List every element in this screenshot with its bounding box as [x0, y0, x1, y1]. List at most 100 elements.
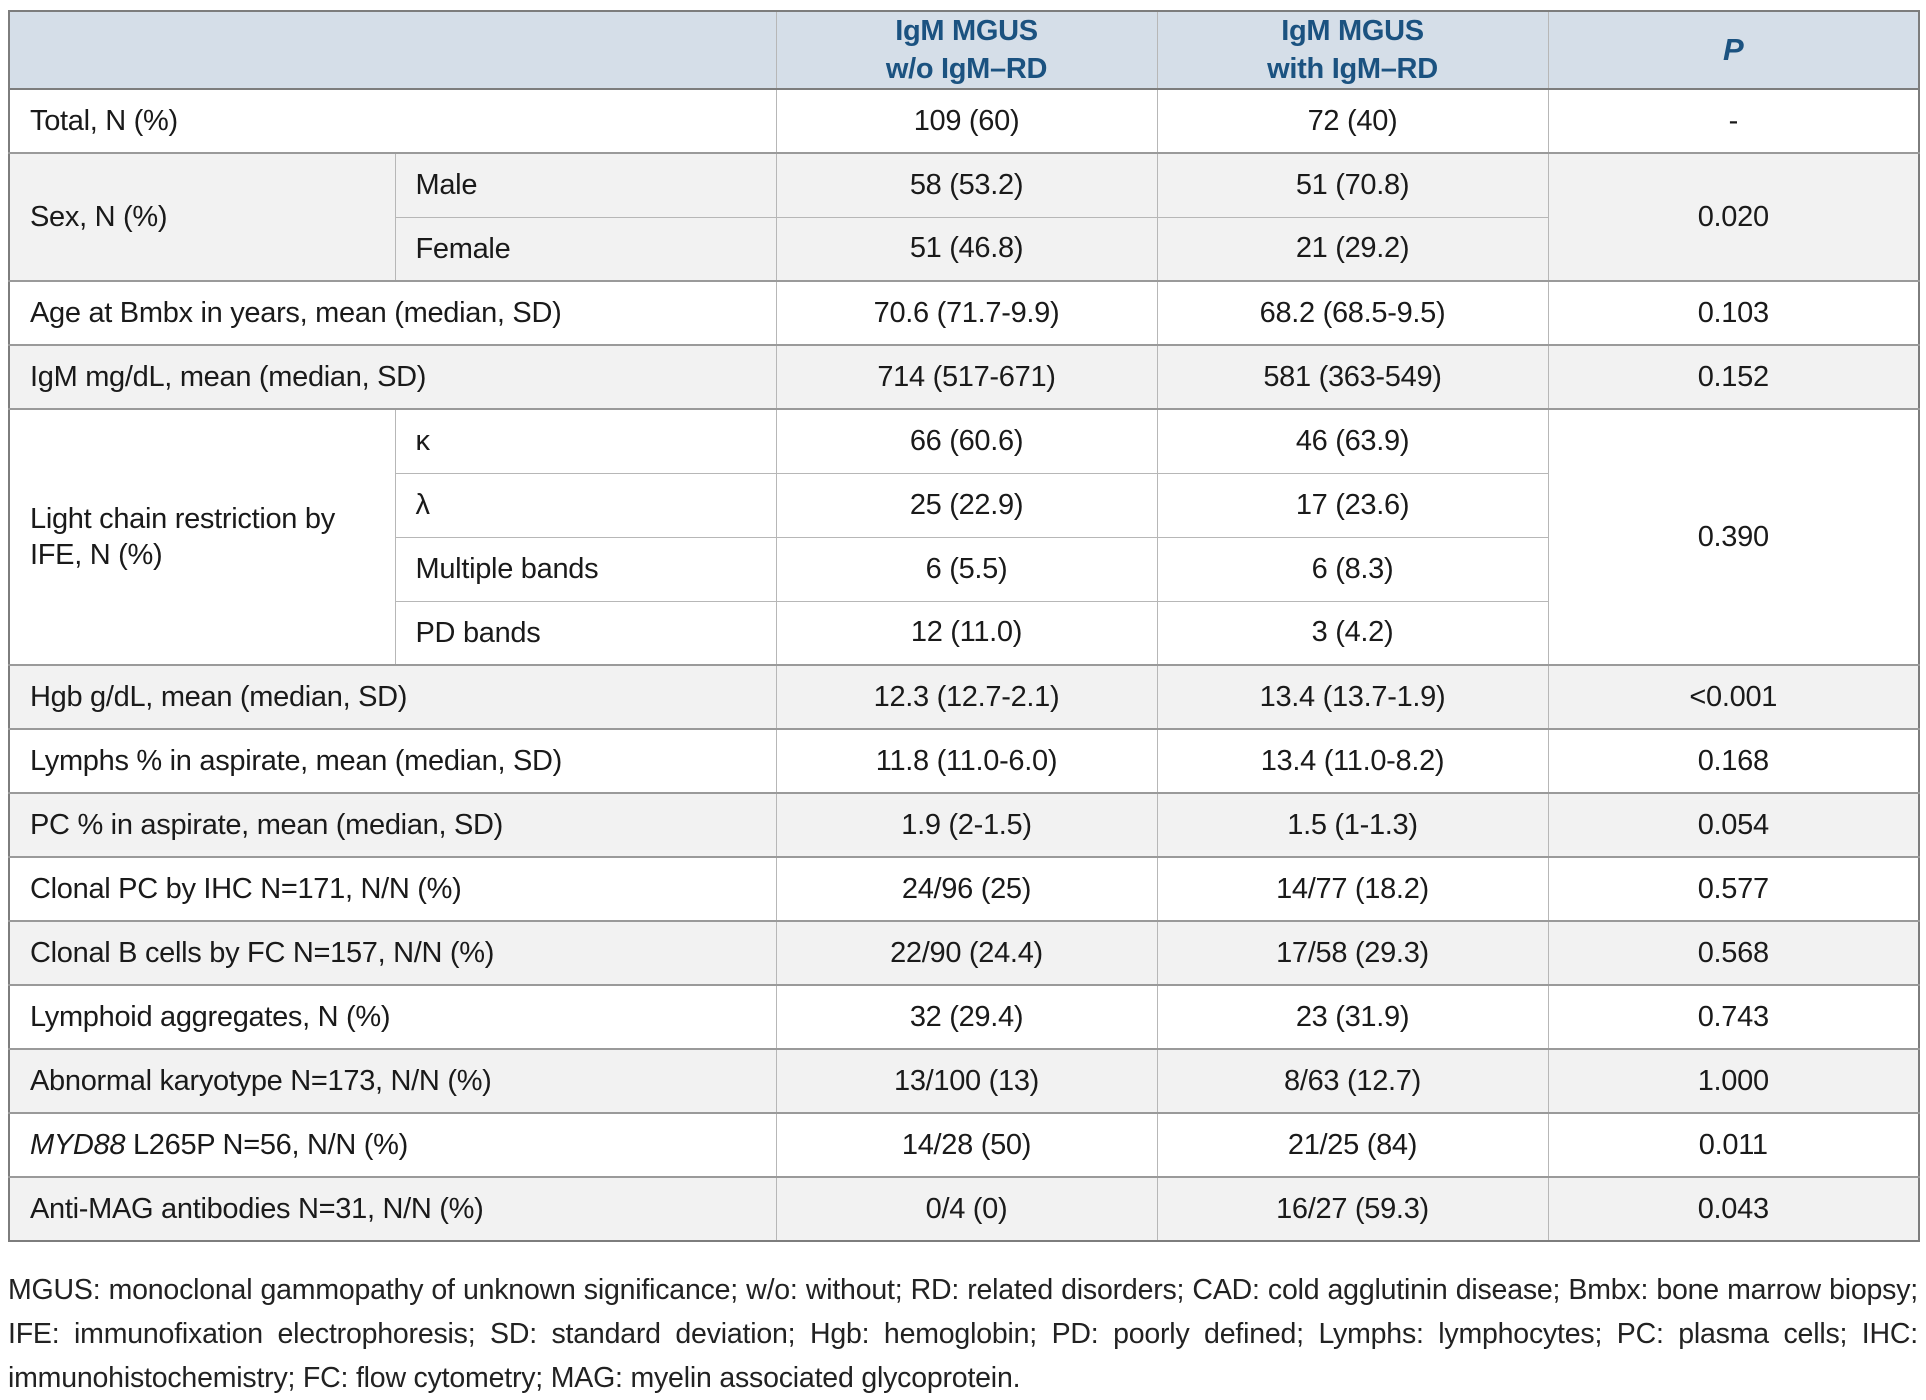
value-cell: 68.2 (68.5-9.5)	[1156, 280, 1548, 345]
value-cell: 17/58 (29.3)	[1156, 920, 1548, 985]
p-value-cell: <0.001	[1547, 664, 1919, 729]
row-label-cell: Sex, N (%)	[9, 152, 395, 281]
value-cell: 0/4 (0)	[775, 1176, 1157, 1241]
table-row-igm: IgM mg/dL, mean (median, SD) 714 (517-67…	[9, 344, 1919, 409]
table-row-sex-female: Female 51 (46.8) 21 (29.2)	[9, 216, 1919, 281]
row-label-cell: IgM mg/dL, mean (median, SD)	[9, 344, 776, 409]
table-row-myd88: MYD88 L265P N=56, N/N (%) 14/28 (50) 21/…	[9, 1112, 1919, 1177]
gene-name-italic: MYD88	[30, 1129, 126, 1161]
column-header-p-value: P	[1547, 11, 1919, 90]
value-cell: 13/100 (13)	[775, 1048, 1157, 1113]
table-row-clonal-pc: Clonal PC by IHC N=171, N/N (%) 24/96 (2…	[9, 856, 1919, 921]
value-cell: 24/96 (25)	[775, 856, 1157, 921]
row-label-text: L265P N=56, N/N (%)	[125, 1129, 408, 1161]
value-cell: 32 (29.4)	[775, 984, 1157, 1049]
p-value-cell: -	[1547, 89, 1919, 153]
p-value-cell: 0.043	[1547, 1176, 1919, 1241]
row-label-cell: Lymphoid aggregates, N (%)	[9, 984, 776, 1049]
value-cell: 14/28 (50)	[775, 1112, 1157, 1177]
value-cell: 714 (517-671)	[775, 344, 1157, 409]
value-cell: 21/25 (84)	[1156, 1112, 1548, 1177]
p-value-cell: 0.577	[1547, 856, 1919, 921]
header-row: IgM MGUS w/o IgM–RD IgM MGUS with IgM–RD…	[9, 11, 1919, 90]
value-cell: 66 (60.6)	[775, 408, 1157, 473]
p-value-cell: 0.020	[1547, 152, 1919, 281]
value-cell: 6 (5.5)	[775, 536, 1157, 601]
value-cell: 12 (11.0)	[775, 600, 1157, 665]
table-row-sex-male: Sex, N (%) Male 58 (53.2) 51 (70.8) 0.02…	[9, 152, 1919, 281]
row-label-cell: MYD88 L265P N=56, N/N (%)	[9, 1112, 776, 1177]
p-value-cell: 1.000	[1547, 1048, 1919, 1113]
table-row-pc: PC % in aspirate, mean (median, SD) 1.9 …	[9, 792, 1919, 857]
column-header-line: IgM MGUS	[895, 15, 1038, 47]
table-row-lymphs: Lymphs % in aspirate, mean (median, SD) …	[9, 728, 1919, 793]
column-header-igm-mgus-with-rd: IgM MGUS with IgM–RD	[1156, 11, 1548, 90]
row-label-cell: Anti-MAG antibodies N=31, N/N (%)	[9, 1176, 776, 1241]
value-cell: 70.6 (71.7-9.9)	[775, 280, 1157, 345]
p-value-cell: 0.152	[1547, 344, 1919, 409]
value-cell: 12.3 (12.7-2.1)	[775, 664, 1157, 729]
value-cell: 22/90 (24.4)	[775, 920, 1157, 985]
table-row-light-chain-lambda: λ 25 (22.9) 17 (23.6)	[9, 472, 1919, 537]
table-row-age: Age at Bmbx in years, mean (median, SD) …	[9, 280, 1919, 345]
value-cell: 72 (40)	[1156, 89, 1548, 153]
row-label-cell: Clonal PC by IHC N=171, N/N (%)	[9, 856, 776, 921]
table-row-light-chain-kappa: Light chain restriction by IFE, N (%) κ …	[9, 408, 1919, 665]
row-label-cell: Abnormal karyotype N=173, N/N (%)	[9, 1048, 776, 1113]
row-label-cell: Lymphs % in aspirate, mean (median, SD)	[9, 728, 776, 793]
value-cell: 21 (29.2)	[1156, 216, 1548, 281]
table-row-lymphoid-aggregates: Lymphoid aggregates, N (%) 32 (29.4) 23 …	[9, 984, 1919, 1049]
value-cell: 581 (363-549)	[1156, 344, 1548, 409]
value-cell: 17 (23.6)	[1156, 472, 1548, 537]
value-cell: 1.5 (1-1.3)	[1156, 792, 1548, 857]
value-cell: 51 (70.8)	[1156, 152, 1548, 217]
value-cell: 3 (4.2)	[1156, 600, 1548, 665]
sub-label-cell: λ	[394, 472, 776, 537]
value-cell: 14/77 (18.2)	[1156, 856, 1548, 921]
value-cell: 16/27 (59.3)	[1156, 1176, 1548, 1241]
value-cell: 11.8 (11.0-6.0)	[775, 728, 1157, 793]
sub-label-cell: Multiple bands	[394, 536, 776, 601]
value-cell: 13.4 (11.0-8.2)	[1156, 728, 1548, 793]
baseline-characteristics-table: IgM MGUS w/o IgM–RD IgM MGUS with IgM–RD…	[8, 10, 1920, 1242]
p-value-header-label: P	[1723, 31, 1744, 67]
value-cell: 46 (63.9)	[1156, 408, 1548, 473]
row-label-cell: Clonal B cells by FC N=157, N/N (%)	[9, 920, 776, 985]
sub-label-cell: Female	[394, 216, 776, 281]
value-cell: 109 (60)	[775, 89, 1157, 153]
value-cell: 6 (8.3)	[1156, 536, 1548, 601]
table-row-light-chain-multiple-bands: Multiple bands 6 (5.5) 6 (8.3)	[9, 536, 1919, 601]
row-label-cell: Age at Bmbx in years, mean (median, SD)	[9, 280, 776, 345]
table-row-clonal-b-cells: Clonal B cells by FC N=157, N/N (%) 22/9…	[9, 920, 1919, 985]
value-cell: 1.9 (2-1.5)	[775, 792, 1157, 857]
column-header-line: with IgM–RD	[1267, 53, 1438, 85]
row-label-cell: Total, N (%)	[9, 89, 776, 153]
value-cell: 8/63 (12.7)	[1156, 1048, 1548, 1113]
p-value-cell: 0.390	[1547, 408, 1919, 665]
empty-header-cell	[9, 11, 776, 90]
table-row-anti-mag: Anti-MAG antibodies N=31, N/N (%) 0/4 (0…	[9, 1176, 1919, 1241]
p-value-cell: 0.103	[1547, 280, 1919, 345]
p-value-cell: 0.054	[1547, 792, 1919, 857]
column-header-line: IgM MGUS	[1281, 15, 1424, 47]
sub-label-cell: κ	[394, 408, 776, 473]
value-cell: 23 (31.9)	[1156, 984, 1548, 1049]
abbreviations-footnote: MGUS: monoclonal gammopathy of unknown s…	[8, 1274, 1918, 1394]
column-header-line: w/o IgM–RD	[885, 53, 1048, 85]
table-row-total: Total, N (%) 109 (60) 72 (40) -	[9, 89, 1919, 153]
p-value-cell: 0.168	[1547, 728, 1919, 793]
p-value-cell: 0.568	[1547, 920, 1919, 985]
row-label-cell: Light chain restriction by IFE, N (%)	[9, 408, 395, 665]
value-cell: 13.4 (13.7-1.9)	[1156, 664, 1548, 729]
row-label-cell: PC % in aspirate, mean (median, SD)	[9, 792, 776, 857]
sub-label-cell: Male	[394, 152, 776, 217]
sub-label-cell: PD bands	[394, 600, 776, 665]
table-row-hgb: Hgb g/dL, mean (median, SD) 12.3 (12.7-2…	[9, 664, 1919, 729]
value-cell: 25 (22.9)	[775, 472, 1157, 537]
table-row-light-chain-pd-bands: PD bands 12 (11.0) 3 (4.2)	[9, 600, 1919, 665]
table-row-abnormal-karyotype: Abnormal karyotype N=173, N/N (%) 13/100…	[9, 1048, 1919, 1113]
value-cell: 51 (46.8)	[775, 216, 1157, 281]
p-value-cell: 0.011	[1547, 1112, 1919, 1177]
p-value-cell: 0.743	[1547, 984, 1919, 1049]
